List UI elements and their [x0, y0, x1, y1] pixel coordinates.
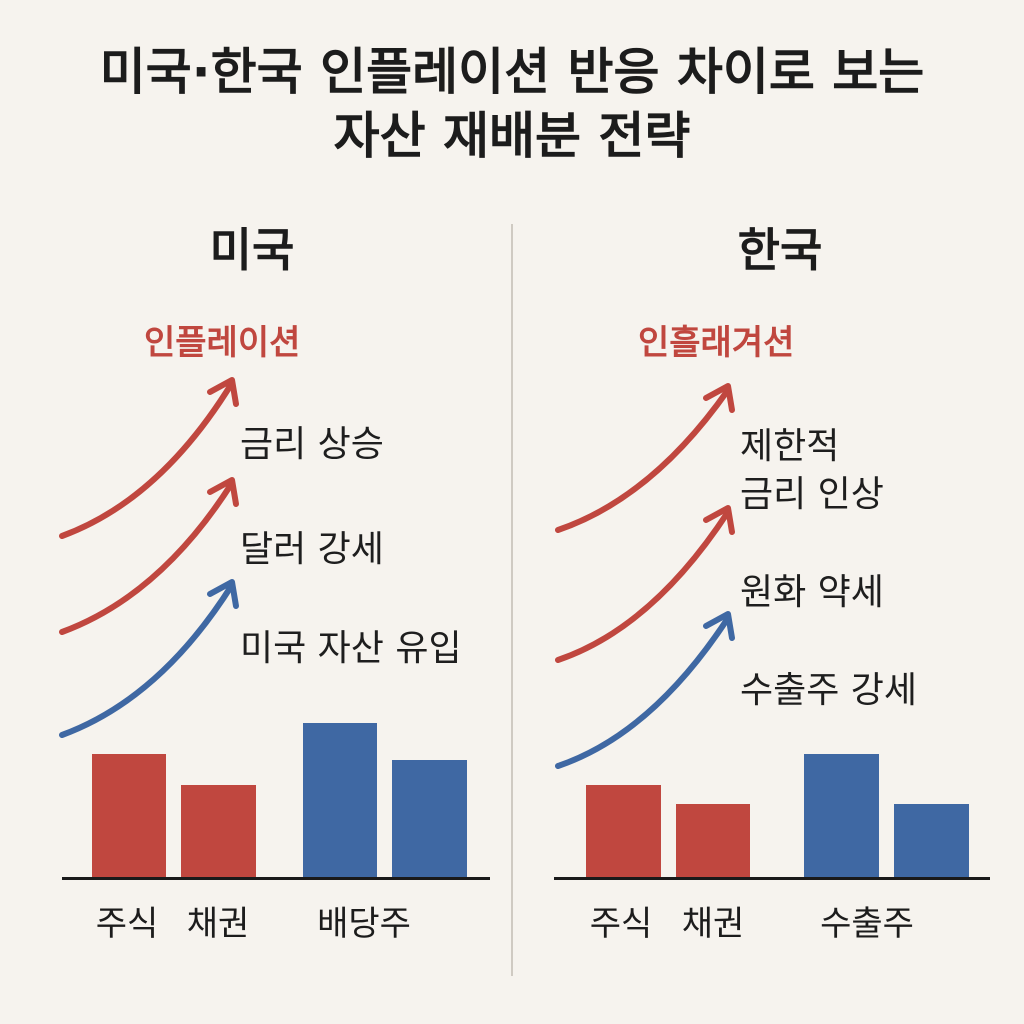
us-category-dividend: 배당주 [317, 904, 411, 944]
us-arrow-3-icon [59, 579, 239, 738]
kr-arrows [555, 383, 735, 769]
kr-heading: 한국 [737, 223, 823, 277]
kr-category-exporters: 수출주 [820, 904, 914, 944]
kr-bar-exporters [804, 754, 879, 878]
kr-label-rate-hike: 금리 인상 [740, 474, 884, 515]
main-title: 미국·한국 인플레이션 반응 차이로 보는 자산 재배분 전략 [0, 40, 1024, 168]
us-label-rate-rise: 금리 상승 [240, 424, 384, 465]
us-bar-dividend [303, 723, 377, 878]
us-bar-dividend-2 [392, 760, 467, 878]
us-label-asset-inflow: 미국 자산 유입 [240, 628, 462, 669]
kr-baseline [554, 877, 990, 880]
main-title-line-1: 미국·한국 인플레이션 반응 차이로 보는 [99, 43, 925, 101]
us-arrow-1-icon [59, 377, 239, 539]
kr-label-won-weakness: 원화 약세 [740, 572, 884, 613]
kr-inflation-label: 인흘래겨션 [638, 323, 795, 363]
us-panel: 미국 인플레이션 금리 상승 달러 강세 미국 자산 유입 주식 채권 배당주 [59, 223, 490, 944]
us-bar-stocks [92, 754, 166, 878]
us-bar-bonds [181, 785, 256, 878]
kr-bar-exporters-2 [894, 804, 969, 878]
kr-label-exporters-strong: 수출주 강세 [740, 670, 918, 711]
us-category-bonds: 채권 [186, 904, 250, 944]
kr-arrow-1-icon [555, 383, 735, 533]
main-title-line-2: 자산 재배분 전략 [333, 107, 691, 165]
us-baseline [62, 877, 490, 880]
kr-arrow-3-icon [555, 611, 735, 769]
us-label-dollar-strength: 달러 강세 [240, 529, 384, 570]
us-heading: 미국 [209, 223, 295, 277]
us-inflation-label: 인플레이션 [144, 323, 301, 363]
us-arrows [59, 377, 239, 738]
kr-arrow-2-icon [555, 505, 735, 663]
kr-bar-stocks [586, 785, 661, 878]
us-arrow-2-icon [59, 477, 239, 635]
center-divider [511, 224, 513, 976]
kr-category-bonds: 채권 [681, 904, 745, 944]
kr-category-stocks: 주식 [589, 904, 653, 944]
kr-label-limited: 제한적 [740, 426, 840, 467]
kr-bar-bonds [676, 804, 750, 878]
us-category-stocks: 주식 [95, 904, 159, 944]
kr-panel: 한국 인흘래겨션 제한적 금리 인상 원화 약세 수출주 강세 주식 채권 수출… [512, 0, 1024, 1024]
